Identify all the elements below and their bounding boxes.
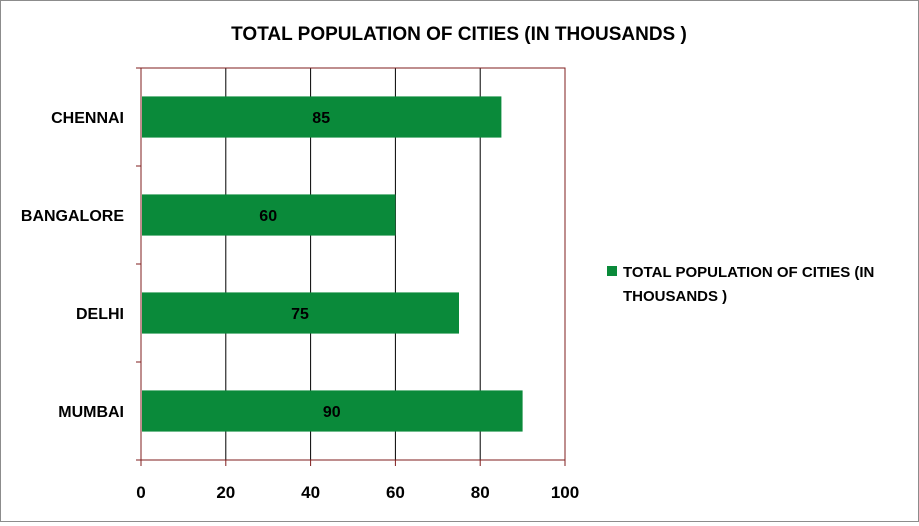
data-label: 85 [312,110,330,127]
x-tick-label: 60 [386,483,405,502]
category-label: DELHI [76,306,124,323]
x-tick-label: 80 [471,483,490,502]
x-tick-labels: 0 20 40 60 80 100 [136,483,579,502]
bar [142,390,523,432]
bar [142,96,502,138]
category-label: CHENNAI [51,110,124,127]
data-labels: 85 60 75 90 [259,110,340,421]
legend-swatch [607,266,617,276]
data-label: 60 [259,208,277,225]
x-tick-label: 20 [216,483,235,502]
chart-title: TOTAL POPULATION OF CITIES (IN THOUSANDS… [231,24,687,45]
x-tick-label: 0 [136,483,145,502]
bars [142,96,523,432]
x-tick-label: 100 [551,483,579,502]
category-label: BANGALORE [21,208,124,225]
legend-label-line-2: THOUSANDS ) [623,288,727,305]
bar [142,292,459,334]
data-label: 75 [291,306,309,323]
axes [136,67,566,466]
category-label: MUMBAI [58,404,124,421]
legend: TOTAL POPULATION OF CITIES (IN THOUSANDS… [607,264,874,305]
x-tick-label: 40 [301,483,320,502]
data-label: 90 [323,404,341,421]
bar [142,194,396,236]
legend-label-line-1: TOTAL POPULATION OF CITIES (IN [623,264,874,281]
category-labels: CHENNAI BANGALORE DELHI MUMBAI [21,110,124,421]
